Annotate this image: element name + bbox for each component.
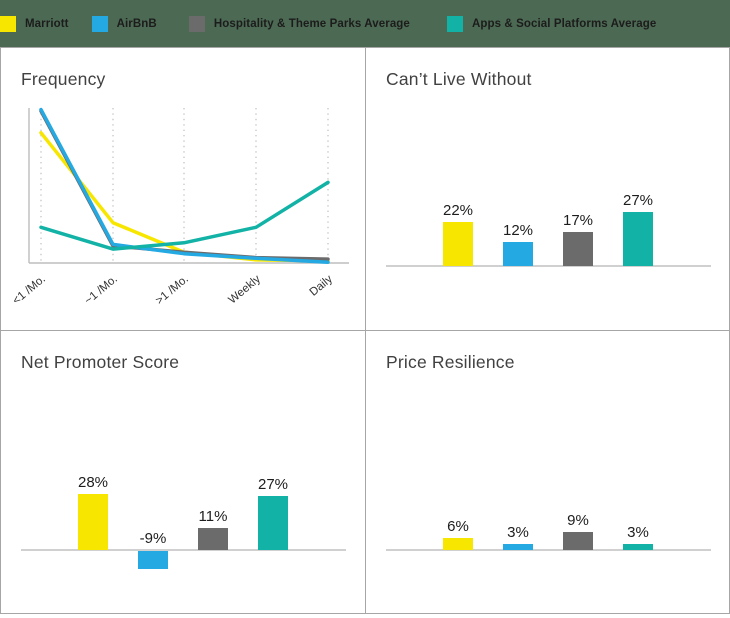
hospitality-color-swatch bbox=[188, 15, 205, 32]
x-tick-label: Daily bbox=[308, 273, 335, 299]
bar-apps bbox=[623, 544, 653, 550]
bar-hospitality bbox=[198, 528, 228, 550]
legend-bar: Marriott AirBnB Hospitality & Theme Park… bbox=[0, 0, 730, 47]
bar-value-label: 3% bbox=[627, 524, 649, 541]
bar-hospitality bbox=[563, 232, 593, 266]
bar-airbnb bbox=[138, 551, 168, 569]
net-promoter-title: Net Promoter Score bbox=[21, 352, 180, 372]
bar-value-label: 11% bbox=[199, 508, 228, 525]
price-resilience-bar-chart: 6% 3% 9% 3% bbox=[366, 331, 729, 613]
series-line-apps bbox=[39, 180, 330, 251]
bar-airbnb bbox=[503, 544, 533, 550]
bar-apps bbox=[623, 212, 653, 266]
frequency-title: Frequency bbox=[21, 69, 106, 89]
frequency-line-chart: <1 /Mo. ~1 /Mo. >1 /Mo. Weekly Daily bbox=[1, 48, 365, 330]
legend-item-airbnb: AirBnB bbox=[91, 15, 157, 32]
bar-value-label: 17% bbox=[563, 212, 593, 229]
bar-marriott bbox=[443, 222, 473, 266]
bar-value-label: 6% bbox=[447, 518, 469, 535]
legend-item-apps: Apps & Social Platforms Average bbox=[446, 15, 657, 32]
bar-value-label: 28% bbox=[78, 474, 108, 491]
bar-hospitality bbox=[563, 532, 593, 550]
cant-live-without-bar-chart: 22% 12% 17% 27% bbox=[366, 48, 729, 330]
series-line-airbnb bbox=[39, 107, 330, 264]
x-tick-label: <1 /Mo. bbox=[11, 273, 48, 307]
bar-value-label: -9% bbox=[140, 530, 167, 547]
bar-value-label: 27% bbox=[258, 476, 288, 493]
net-promoter-bar-chart: 28% -9% 11% 27% bbox=[1, 331, 365, 613]
x-tick-label: >1 /Mo. bbox=[154, 273, 191, 307]
x-tick-label: ~1 /Mo. bbox=[83, 273, 120, 307]
bar-marriott bbox=[78, 494, 108, 550]
marriott-color-swatch bbox=[0, 15, 16, 32]
legend-label-marriott: Marriott bbox=[25, 17, 69, 30]
airbnb-color-swatch bbox=[91, 15, 108, 32]
bar-apps bbox=[258, 496, 288, 550]
x-tick-label: Weekly bbox=[226, 273, 263, 306]
bar-value-label: 22% bbox=[443, 202, 473, 219]
bar-value-label: 12% bbox=[503, 222, 533, 239]
price-resilience-title: Price Resilience bbox=[386, 352, 515, 372]
net-promoter-panel: 28% -9% 11% 27% Net Promoter Score bbox=[1, 331, 366, 613]
cant-live-without-panel: 22% 12% 17% 27% Can’t Live Without bbox=[366, 48, 729, 331]
chart-grid: <1 /Mo. ~1 /Mo. >1 /Mo. Weekly Daily Frequen… bbox=[0, 47, 730, 614]
bar-value-label: 3% bbox=[507, 524, 529, 541]
bar-value-label: 27% bbox=[623, 192, 653, 209]
bar-marriott bbox=[443, 538, 473, 550]
legend-label-airbnb: AirBnB bbox=[116, 17, 157, 30]
cant-live-without-title: Can’t Live Without bbox=[386, 69, 532, 89]
legend-item-marriott: Marriott bbox=[0, 15, 69, 32]
apps-color-swatch bbox=[446, 15, 463, 32]
legend-label-hospitality: Hospitality & Theme Parks Average bbox=[213, 17, 410, 30]
frequency-panel: <1 /Mo. ~1 /Mo. >1 /Mo. Weekly Daily Frequen… bbox=[1, 48, 366, 331]
bar-value-label: 9% bbox=[567, 512, 589, 529]
legend-item-hospitality: Hospitality & Theme Parks Average bbox=[188, 15, 410, 32]
bar-airbnb bbox=[503, 242, 533, 266]
price-resilience-panel: 6% 3% 9% 3% Price Resilience bbox=[366, 331, 729, 613]
legend-label-apps: Apps & Social Platforms Average bbox=[471, 17, 657, 30]
